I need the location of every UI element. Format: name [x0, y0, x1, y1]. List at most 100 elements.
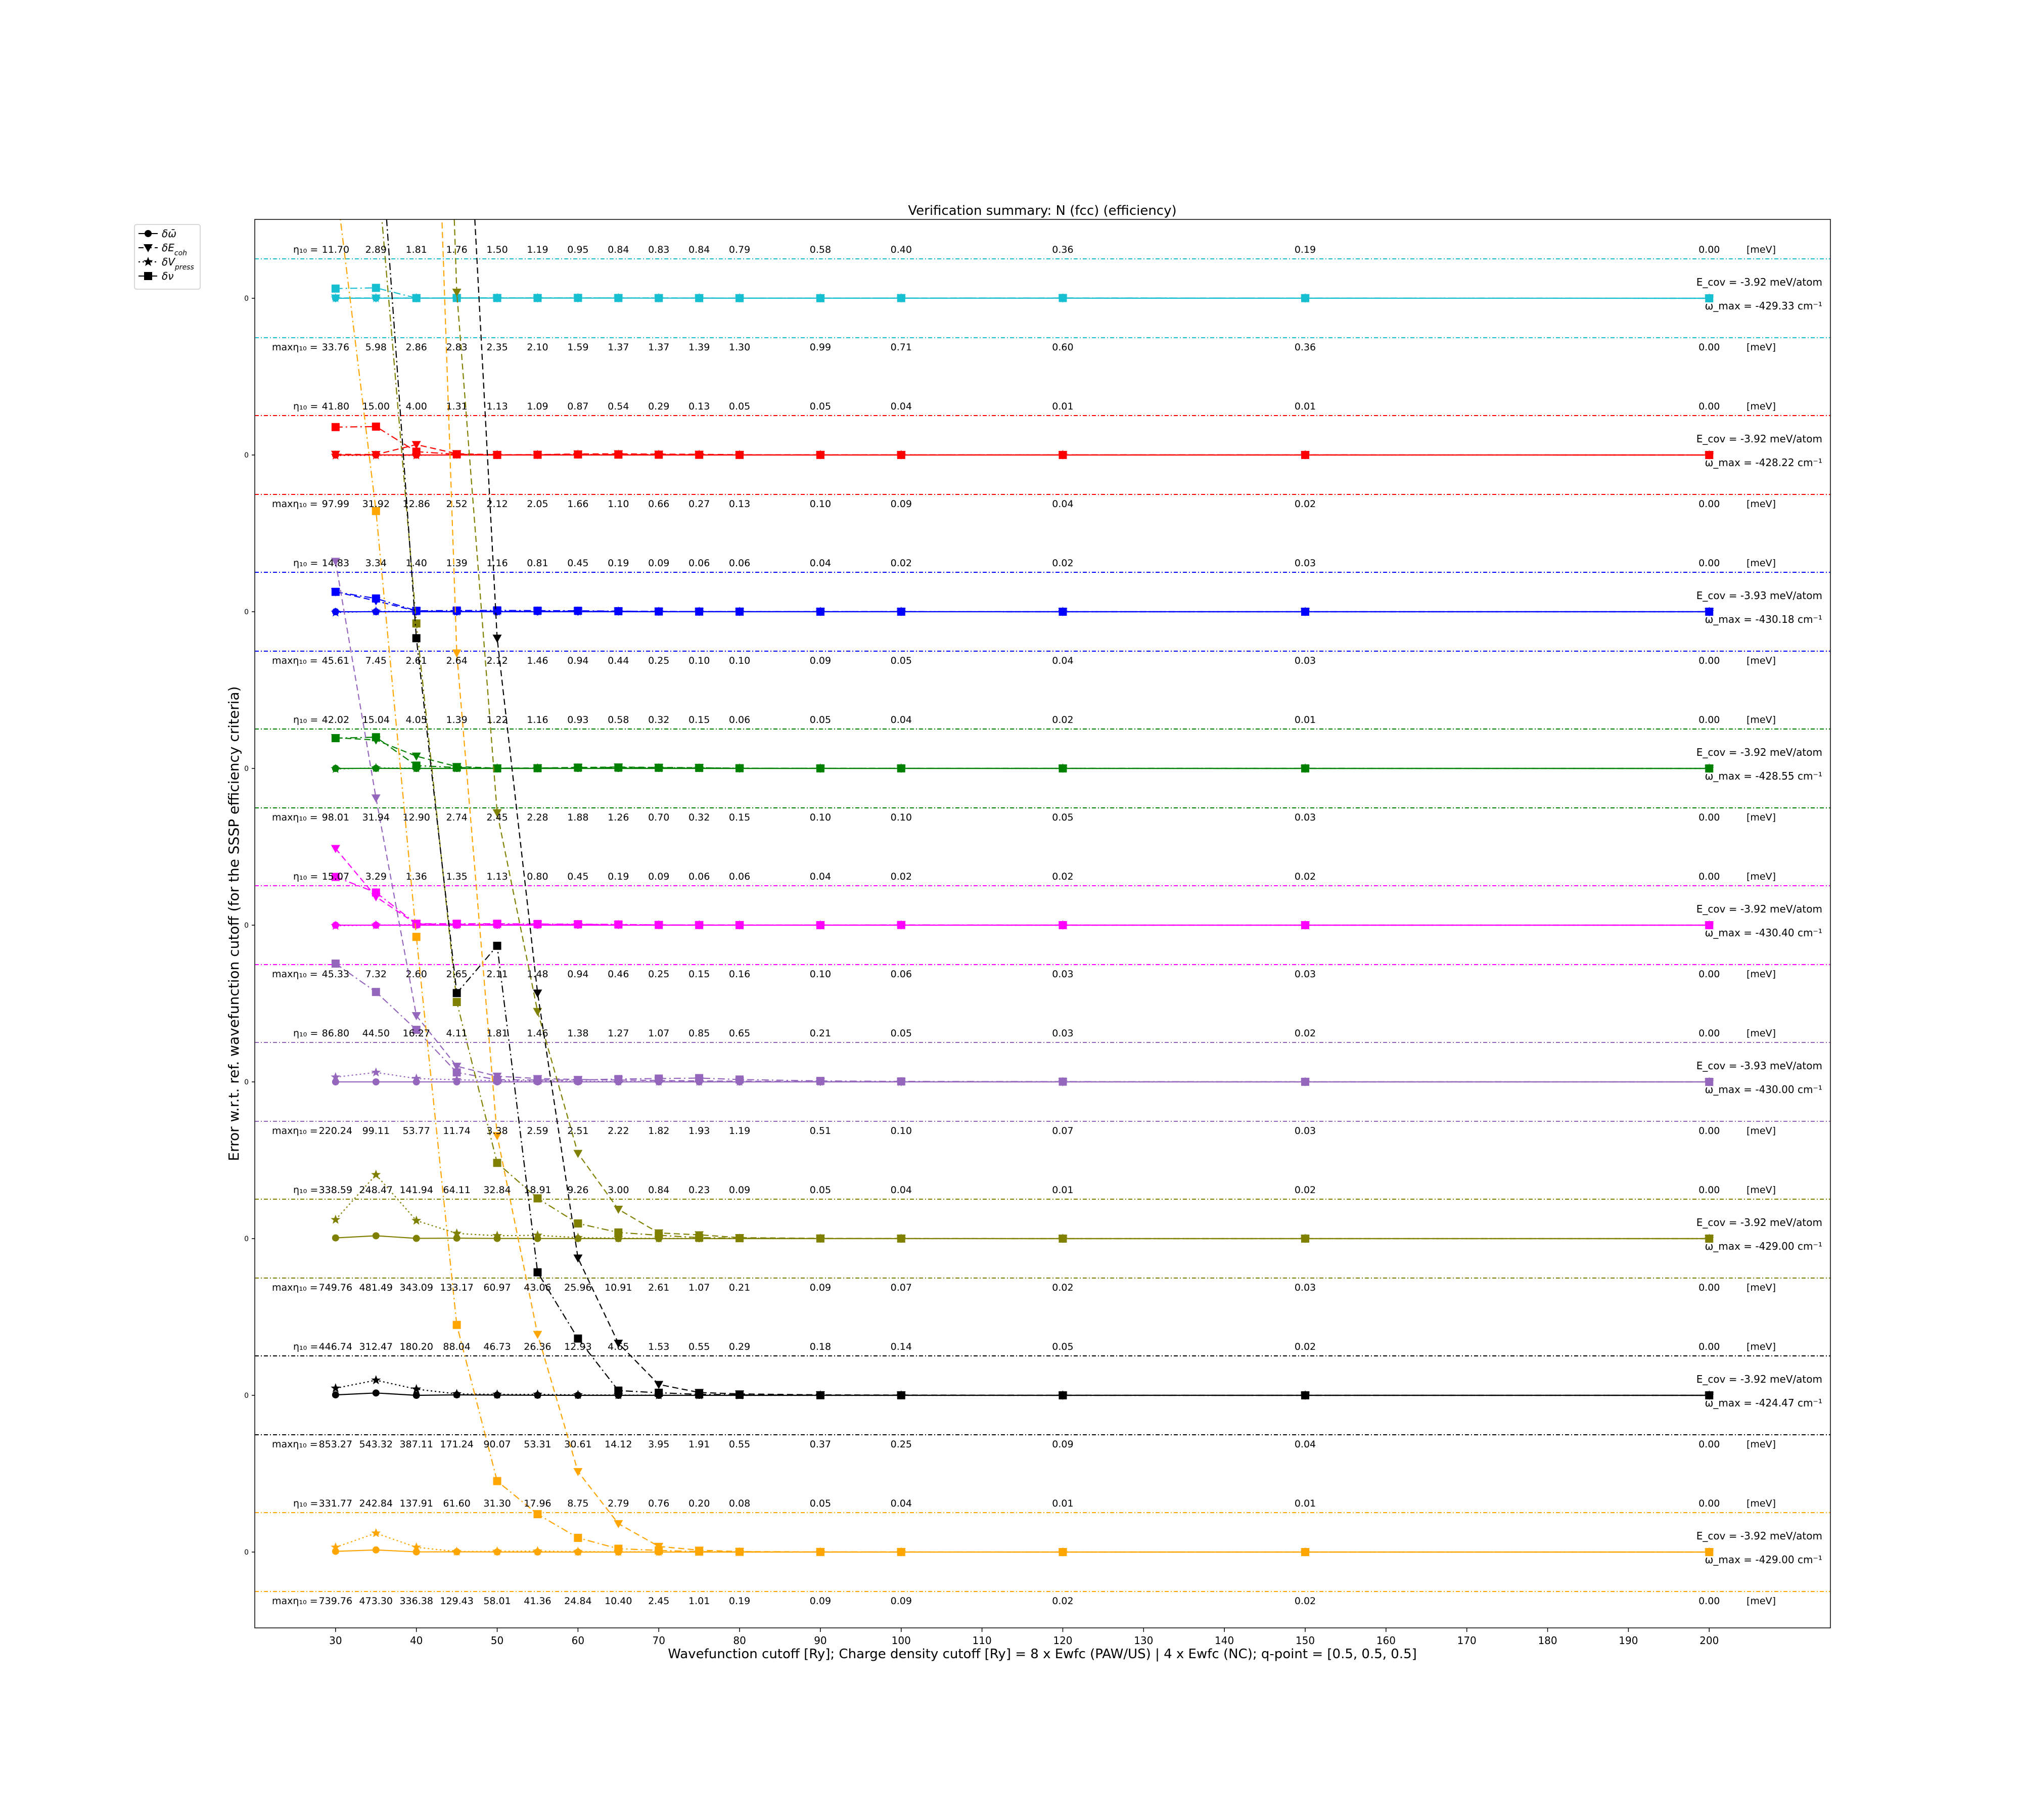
data-point-nu [816, 1391, 824, 1399]
data-point-nu [1301, 1391, 1309, 1399]
data-point-omega_bar [332, 1391, 339, 1399]
eta-value: 0.09 [648, 871, 669, 882]
max-eta-value: 543.32 [359, 1439, 393, 1450]
max-eta-value: 2.11 [486, 969, 508, 980]
data-point-vpress [411, 1215, 422, 1225]
data-point-nu [816, 1077, 824, 1085]
max-eta-value: 1.10 [608, 498, 629, 510]
eta-value: 0.00 [1698, 558, 1720, 569]
data-point-nu [493, 1159, 501, 1167]
max-eta-value: 0.99 [810, 342, 831, 353]
data-point-nu [695, 1234, 704, 1242]
data-point-nu [493, 1477, 501, 1485]
data-point-nu [533, 450, 542, 459]
y-tick-label: 0 [244, 1235, 249, 1243]
data-point-nu [1059, 1391, 1067, 1399]
max-eta-value: 0.04 [1295, 1439, 1316, 1450]
eta-value: 1.36 [406, 871, 427, 882]
series-line-nu [381, 219, 1710, 1240]
data-point-nu [372, 422, 380, 431]
data-point-nu [372, 284, 380, 292]
eta-value: 0.05 [810, 1498, 831, 1509]
legend-marker [144, 244, 153, 252]
max-eta-value: 0.46 [608, 969, 629, 980]
data-point-nu [533, 606, 542, 615]
max-eta-value: 1.88 [567, 812, 588, 823]
data-point-nu [736, 1548, 744, 1556]
series-line-nu [335, 591, 1710, 613]
series-line-nu [335, 737, 1710, 769]
data-point-nu [1059, 764, 1067, 772]
eta-value: 0.20 [688, 1498, 710, 1509]
eta-value: 3.29 [365, 871, 387, 882]
max-eta-value: 2.10 [527, 342, 548, 353]
eta-value: 0.76 [648, 1498, 669, 1509]
series-line-ecoh [335, 737, 1710, 769]
eta-value: 0.06 [688, 558, 710, 569]
data-point-nu [412, 634, 421, 643]
eta-value: 0.02 [1295, 1028, 1316, 1039]
plot-frame [254, 219, 1831, 1628]
ecov-annotation: E_cov = -3.92 meV/atom [1696, 1373, 1822, 1385]
max-eta-value: 33.76 [322, 342, 349, 353]
eta-value: 42.02 [322, 714, 349, 725]
max-eta-value: 2.05 [527, 498, 548, 510]
eta-value: 0.04 [891, 714, 912, 725]
eta-value: 0.05 [729, 401, 750, 412]
data-point-nu [493, 941, 501, 950]
data-point-nu [736, 607, 744, 616]
eta-value: 1.35 [446, 871, 467, 882]
data-point-vpress [331, 763, 341, 773]
data-point-nu [412, 1026, 421, 1034]
eta-value: 3.00 [608, 1185, 629, 1196]
max-eta-prefix: maxη₁₀ = [272, 498, 318, 510]
ecov-annotation: E_cov = -3.92 meV/atom [1696, 276, 1822, 288]
eta-value: 0.01 [1295, 714, 1316, 725]
data-point-nu [655, 921, 663, 929]
max-eta-value: 0.10 [810, 812, 831, 823]
eta-value: 0.06 [688, 871, 710, 882]
eta-value: 17.96 [524, 1498, 551, 1509]
unit-label: [meV] [1747, 244, 1776, 255]
max-eta-value: 749.76 [319, 1282, 352, 1293]
eta-value: 1.22 [486, 714, 508, 725]
eta-value: 1.81 [486, 1028, 508, 1039]
data-point-nu [493, 294, 501, 302]
data-point-nu [574, 294, 582, 302]
data-point-nu [533, 920, 542, 928]
data-point-nu [695, 607, 704, 616]
data-point-nu [897, 450, 905, 459]
eta-value: 2.79 [608, 1498, 629, 1509]
data-point-nu [372, 594, 380, 603]
max-eta-value: 0.07 [1052, 1125, 1073, 1136]
eta-value: 1.31 [446, 401, 467, 412]
eta-value: 1.13 [486, 871, 508, 882]
eta-value: 0.15 [688, 714, 710, 725]
max-eta-prefix: maxη₁₀ = [272, 342, 318, 353]
max-eta-value: 0.25 [891, 1439, 912, 1450]
data-point-nu [331, 587, 340, 596]
max-eta-value: 0.71 [891, 342, 912, 353]
max-eta-value: 0.60 [1052, 342, 1073, 353]
data-point-nu [1705, 1235, 1714, 1243]
legend-label: δEcoh [162, 242, 187, 257]
data-point-vpress [411, 1542, 422, 1552]
data-point-vpress [371, 293, 381, 302]
data-point-vpress [331, 293, 341, 302]
eta-value: 0.19 [1295, 244, 1316, 255]
max-eta-value: 0.03 [1295, 812, 1316, 823]
max-eta-value: 336.38 [399, 1596, 433, 1607]
eta-value: 0.18 [810, 1341, 831, 1352]
max-eta-prefix: maxη₁₀ = [272, 969, 318, 980]
max-eta-value: 0.51 [810, 1125, 831, 1136]
series-line-nu [340, 219, 1710, 1553]
max-eta-value: 1.26 [608, 812, 629, 823]
eta-value: 1.13 [486, 401, 508, 412]
eta-value: 0.04 [891, 401, 912, 412]
data-point-vpress [452, 1228, 462, 1238]
eta-value: 0.80 [527, 871, 548, 882]
eta-value: 0.02 [1052, 714, 1073, 725]
data-point-vpress [331, 1383, 341, 1393]
max-eta-prefix: maxη₁₀ = [272, 812, 318, 823]
data-point-nu [1059, 1235, 1067, 1243]
